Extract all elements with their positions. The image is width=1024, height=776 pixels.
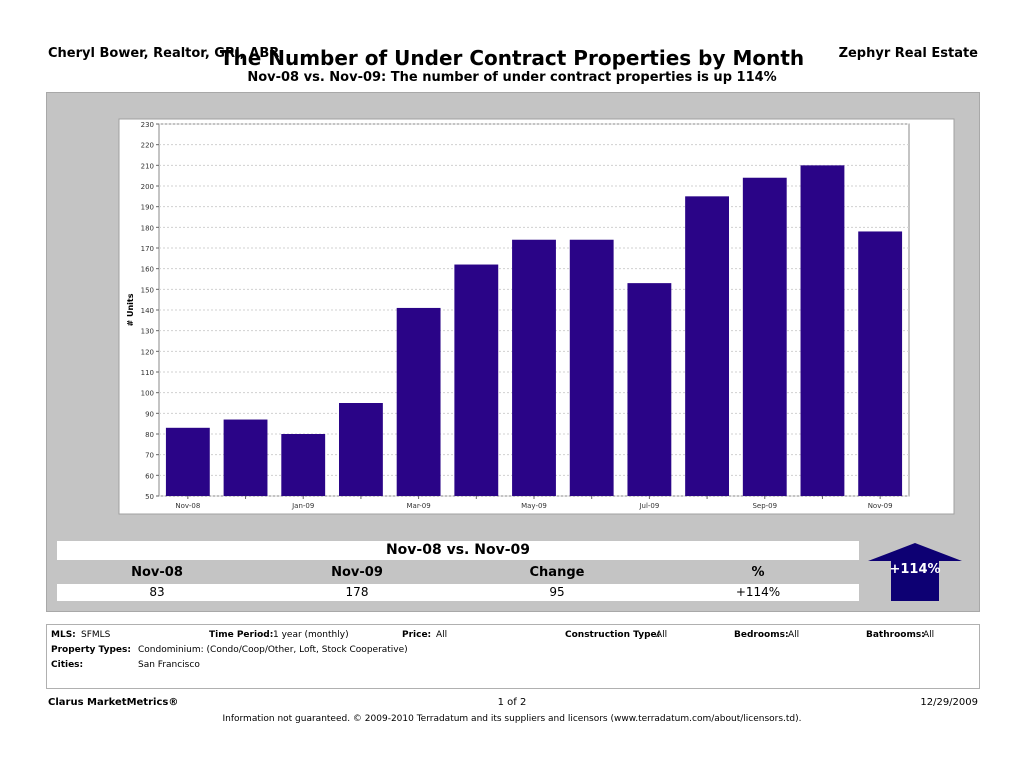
bar-Aug-09 <box>685 196 729 496</box>
summary-heading: Nov-08 vs. Nov-09 <box>57 541 859 560</box>
summary-col1-label: Nov-08 <box>131 565 183 580</box>
bar-Jul-09 <box>627 283 672 496</box>
mls-label: MLS: <box>51 630 76 640</box>
y-tick-label: 210 <box>141 162 154 170</box>
bedrooms-label: Bedrooms: <box>734 630 789 640</box>
summary-col2-value: 178 <box>345 585 369 599</box>
footer-brand: Clarus MarketMetrics® <box>48 697 179 708</box>
bar-Nov-08 <box>165 427 210 496</box>
bar-Apr-09 <box>454 264 499 496</box>
bar-Jan-09 <box>281 434 326 496</box>
time-period-label: Time Period: <box>209 630 274 640</box>
page-number: 1 of 2 <box>497 697 527 708</box>
x-tick-label: May-09 <box>521 502 547 510</box>
disclaimer: Information not guaranteed. © 2009-2010 … <box>222 714 802 724</box>
property-types-label: Property Types: <box>51 645 131 655</box>
cities-value: San Francisco <box>138 660 200 670</box>
x-tick-label: Sep-09 <box>752 502 777 510</box>
y-tick-label: 220 <box>141 142 154 150</box>
mls-value: SFMLS <box>81 630 111 640</box>
y-tick-label: 160 <box>141 266 154 274</box>
summary-values-row <box>57 584 859 601</box>
y-tick-label: 50 <box>145 493 154 501</box>
bar-May-09 <box>512 239 556 496</box>
criteria-box: MLS: SFMLS Time Period: 1 year (monthly)… <box>46 624 980 689</box>
x-tick-label: Nov-09 <box>868 502 893 510</box>
summary-col4-label: % <box>751 565 765 580</box>
bar-chart: 50 60 70 80 90 100 110 120 130 140 150 160 170 180 190… <box>118 118 955 515</box>
x-tick-label: Jan-09 <box>291 502 314 510</box>
x-tick-label: Nov-08 <box>175 502 200 510</box>
y-tick-label: 150 <box>141 286 154 294</box>
bar-Mar-09 <box>396 307 441 496</box>
chart-subtitle: Nov-08 vs. Nov-09: The number of under c… <box>247 70 777 85</box>
y-tick-label: 70 <box>145 452 154 460</box>
y-tick-label: 200 <box>141 183 154 191</box>
agent-name: Cheryl Bower, Realtor, GRI, ABR <box>48 46 280 61</box>
y-tick-label: 60 <box>145 472 154 480</box>
chart-title: The Number of Under Contract Properties … <box>219 46 805 70</box>
x-tick-label: Jul-09 <box>638 502 659 510</box>
chart-panel: 50 60 70 80 90 100 110 120 130 140 150 160 170 180 190… <box>46 92 980 612</box>
y-tick-label: 100 <box>141 390 154 398</box>
bar-Feb-09 <box>339 403 383 496</box>
change-percent-badge: +114% <box>889 562 941 577</box>
bar-Oct-09 <box>800 165 845 496</box>
price-value: All <box>436 630 448 640</box>
report-date: 12/29/2009 <box>920 697 978 708</box>
bar-Jun-09 <box>569 239 614 496</box>
property-types-value: Condominium: (Condo/Coop/Other, Loft, St… <box>138 645 408 655</box>
bathrooms-value: All <box>923 630 935 640</box>
company-name: Zephyr Real Estate <box>838 46 978 61</box>
y-tick-label: 230 <box>141 121 154 129</box>
y-tick-label: 120 <box>141 348 154 356</box>
x-tick-label: Mar-09 <box>407 502 431 510</box>
summary-col3-value: 95 <box>549 585 565 599</box>
cities-label: Cities: <box>51 660 84 670</box>
y-tick-label: 110 <box>141 369 154 377</box>
y-tick-label: 130 <box>141 328 154 336</box>
y-tick-label: 80 <box>145 431 154 439</box>
construction-type-label: Construction Type: <box>565 630 661 640</box>
y-tick-label: 190 <box>141 204 154 212</box>
summary-col2-label: Nov-09 <box>331 565 383 580</box>
summary-col3-label: Change <box>529 565 585 580</box>
summary-col1-value: 83 <box>149 585 165 599</box>
summary-col4-value: +114% <box>735 585 781 599</box>
up-arrow-icon <box>868 543 962 601</box>
bedrooms-value: All <box>788 630 800 640</box>
bar-Sep-09 <box>742 177 787 496</box>
y-tick-label: 90 <box>145 410 154 418</box>
y-tick-label: 180 <box>141 224 154 232</box>
y-tick-label: 140 <box>141 307 154 315</box>
y-axis-label: # Units <box>126 293 135 326</box>
price-label: Price: <box>402 630 432 640</box>
bathrooms-label: Bathrooms: <box>866 630 925 640</box>
y-tick-label: 170 <box>141 245 154 253</box>
bar-Dec-08 <box>223 419 268 496</box>
time-period-value: 1 year (monthly) <box>273 630 349 640</box>
bar-Nov-09 <box>858 231 903 496</box>
construction-type-value: All <box>656 630 668 640</box>
